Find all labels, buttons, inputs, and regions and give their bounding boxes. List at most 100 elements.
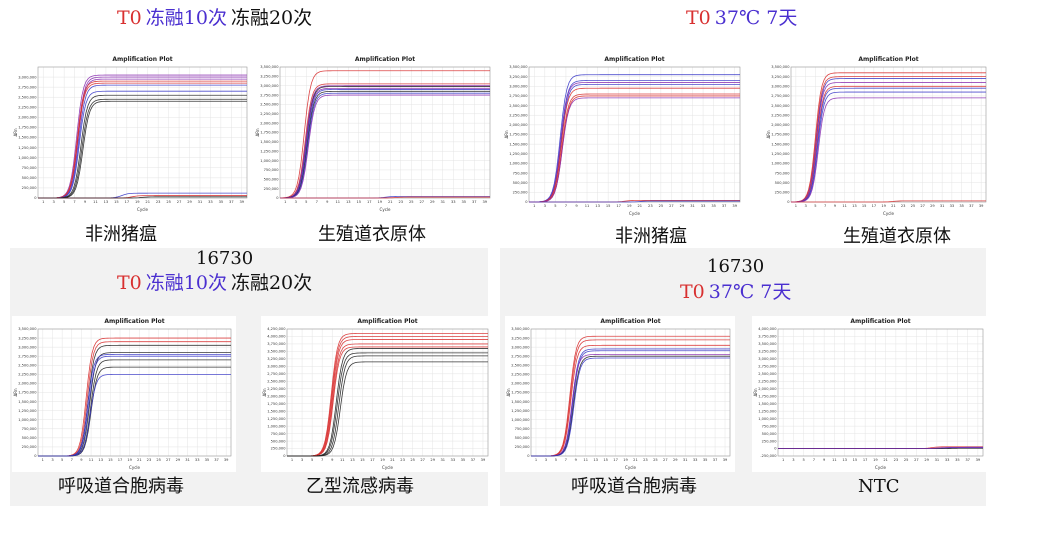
x-tick-label: 9 bbox=[575, 204, 578, 208]
x-tick-label: 31 bbox=[935, 458, 940, 462]
amplification-curve-2 bbox=[38, 78, 247, 199]
x-tick-label: 11 bbox=[583, 458, 588, 462]
x-tick-label: 35 bbox=[461, 200, 466, 204]
y-tick-label: 2,250,000 bbox=[18, 373, 37, 377]
y-tick-label: 1,500,000 bbox=[18, 136, 37, 140]
amplification-plot-svg: Amplification Plot 3,500,000 3,250,000 3,00… bbox=[255, 56, 491, 212]
x-tick-label: 21 bbox=[891, 204, 896, 208]
x-tick-label: 23 bbox=[894, 458, 899, 462]
amplification-plot-influenza-b-freeze-thaw: Amplification Plot 4,250,000 4,000,000 3,75… bbox=[261, 316, 493, 472]
y-axis-label: ΔRn bbox=[766, 130, 771, 139]
x-tick-label: 11 bbox=[89, 458, 94, 462]
x-tick-label: 27 bbox=[166, 458, 171, 462]
amplification-curve-4 bbox=[38, 354, 231, 457]
amplification-curve-9 bbox=[38, 100, 247, 199]
amplification-curve-2 bbox=[531, 344, 730, 457]
x-tick-label: 33 bbox=[208, 200, 213, 204]
caption-influenza-b: 乙型流感病毒 bbox=[306, 476, 414, 497]
sample-number-right: 16730 bbox=[707, 256, 765, 277]
y-tick-label: 2,750,000 bbox=[509, 94, 528, 98]
x-tick-label: 17 bbox=[863, 458, 868, 462]
x-tick-label: 1 bbox=[291, 458, 293, 462]
y-tick-label: 1,250,000 bbox=[771, 152, 790, 156]
x-tick-label: 37 bbox=[722, 204, 727, 208]
y-axis-label: ΔRn bbox=[504, 130, 509, 139]
plot-title: Amplification Plot bbox=[112, 56, 172, 63]
caption-african-swine-fever-right: 非洲猪瘟 bbox=[615, 226, 687, 247]
y-tick-label: 0 bbox=[34, 196, 37, 200]
x-tick-label: 13 bbox=[593, 458, 598, 462]
x-tick-label: 3 bbox=[792, 458, 794, 462]
y-tick-label: 1,250,000 bbox=[758, 409, 777, 413]
y-tick-label: 0 bbox=[276, 196, 279, 200]
x-tick-label: 29 bbox=[430, 200, 435, 204]
x-tick-label: 31 bbox=[440, 200, 445, 204]
x-tick-label: 15 bbox=[108, 458, 113, 462]
amplification-curve-0 bbox=[531, 335, 730, 457]
x-tick-label: 3 bbox=[295, 200, 297, 204]
x-tick-label: 11 bbox=[93, 200, 98, 204]
y-tick-label: 1,500,000 bbox=[18, 400, 37, 404]
y-tick-label: 3,750,000 bbox=[758, 335, 777, 339]
y-tick-label: 2,500,000 bbox=[18, 95, 37, 99]
x-tick-label: 11 bbox=[335, 200, 340, 204]
amplification-curve-5 bbox=[279, 89, 490, 199]
y-tick-label: 2,000,000 bbox=[771, 123, 790, 127]
y-tick-label: 250,000 bbox=[515, 445, 531, 449]
plot-frame bbox=[37, 66, 248, 199]
x-tick-label: 19 bbox=[127, 458, 132, 462]
y-tick-label: 1,750,000 bbox=[260, 131, 279, 135]
y-tick-label: 0 bbox=[283, 454, 286, 458]
x-tick-label: 21 bbox=[390, 458, 395, 462]
x-tick-label: 13 bbox=[346, 200, 351, 204]
x-tick-label: 17 bbox=[616, 204, 621, 208]
x-tick-label: 15 bbox=[360, 458, 365, 462]
x-tick-label: 31 bbox=[940, 204, 945, 208]
x-axis-label: Cycle bbox=[380, 207, 391, 212]
hdr-bottom-left-part-1: 冻融10次 bbox=[145, 272, 227, 294]
y-tick-label: 1,750,000 bbox=[267, 402, 286, 406]
plot-title: Amplification Plot bbox=[357, 318, 417, 325]
y-tick-label: 3,250,000 bbox=[509, 75, 528, 79]
amplification-curve-5 bbox=[38, 84, 247, 199]
y-tick-label: 500,000 bbox=[775, 181, 791, 185]
amplification-curve-5 bbox=[529, 93, 740, 203]
y-tick-label: 1,500,000 bbox=[511, 400, 530, 404]
y-tick-label: 2,750,000 bbox=[18, 354, 37, 358]
y-tick-label: 1,000,000 bbox=[260, 159, 279, 163]
plot-frame bbox=[286, 328, 489, 457]
amplification-plot-svg: Amplification Plot 3,500,000 3,250,000 3,00… bbox=[506, 318, 731, 470]
y-tick-label: 3,500,000 bbox=[18, 327, 37, 331]
amplification-plot-ntc: Amplification Plot 4,000,000 3,750,000 3,50… bbox=[752, 316, 988, 472]
x-tick-label: 1 bbox=[782, 458, 784, 462]
x-tick-label: 3 bbox=[53, 200, 55, 204]
y-tick-label: 0 bbox=[787, 200, 790, 204]
x-tick-label: 17 bbox=[370, 458, 375, 462]
y-tick-label: 3,000,000 bbox=[260, 84, 279, 88]
amplification-curve-0 bbox=[38, 74, 247, 199]
x-tick-label: 25 bbox=[166, 200, 171, 204]
amplification-curve-2 bbox=[790, 78, 986, 203]
y-tick-label: 250,000 bbox=[264, 187, 280, 191]
y-tick-label: 3,500,000 bbox=[509, 65, 528, 69]
y-tick-label: 4,250,000 bbox=[267, 327, 286, 331]
y-tick-label: 3,000,000 bbox=[18, 345, 37, 349]
x-tick-label: 11 bbox=[832, 458, 837, 462]
x-tick-label: 3 bbox=[301, 458, 303, 462]
x-tick-label: 33 bbox=[195, 458, 200, 462]
amplification-curve-6 bbox=[287, 352, 488, 457]
y-tick-label: 1,250,000 bbox=[511, 409, 530, 413]
y-tick-label: 1,000,000 bbox=[771, 162, 790, 166]
amplification-curve-8 bbox=[279, 94, 490, 199]
amplification-curve-0 bbox=[528, 74, 740, 203]
amplification-plot-african-swine-fever-37c: Amplification Plot 3,500,000 3,250,000 3,00… bbox=[503, 54, 745, 218]
y-tick-label: 2,500,000 bbox=[509, 104, 528, 108]
x-tick-label: 5 bbox=[814, 204, 816, 208]
y-tick-label: 1,500,000 bbox=[758, 402, 777, 406]
x-tick-label: 17 bbox=[367, 200, 372, 204]
y-tick-label: 250,000 bbox=[271, 447, 287, 451]
y-tick-label: 750,000 bbox=[22, 166, 38, 170]
amplification-curve-4 bbox=[279, 87, 490, 199]
y-tick-label: 250,000 bbox=[762, 439, 778, 443]
y-tick-label: 1,500,000 bbox=[267, 409, 286, 413]
